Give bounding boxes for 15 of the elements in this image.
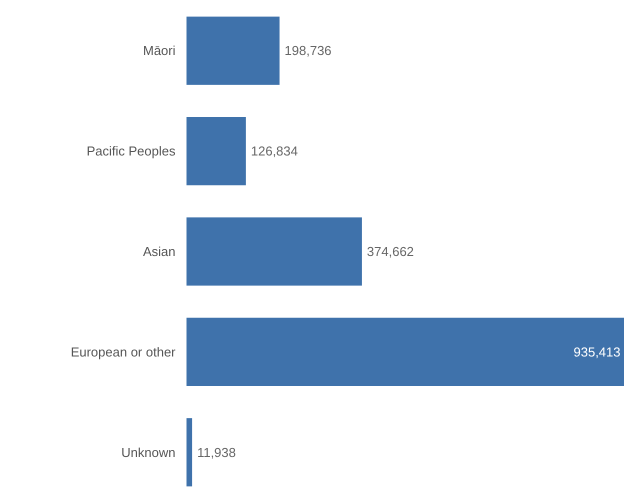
data-label: 374,662 [366,244,414,259]
y-tick-label: Māori [142,43,176,58]
y-tick-label: Unknown [121,444,176,460]
bar [186,217,362,286]
y-tick-label: European or other [70,344,176,360]
bar [186,16,280,85]
y-tick-label: Asian [142,244,176,259]
bar [186,418,192,486]
y-tick-label: Pacific Peoples [86,144,176,159]
data-label: 198,736 [284,43,332,58]
data-label: 126,834 [250,144,298,159]
data-label: 935,413 [574,344,621,360]
data-label: 11,938 [197,444,236,460]
bar [186,318,624,386]
bar [186,116,246,186]
